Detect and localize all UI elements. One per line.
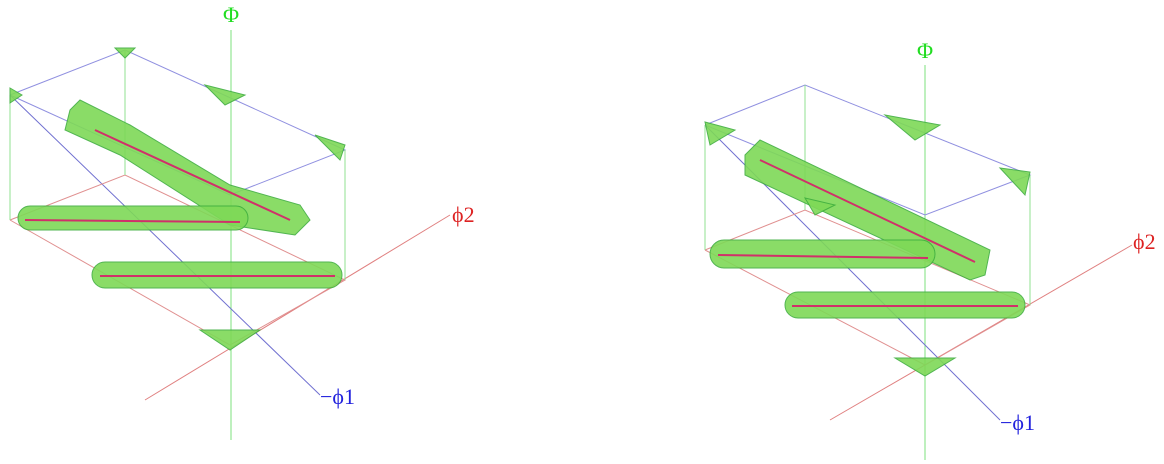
label-phi: Φ bbox=[917, 38, 933, 63]
label-phi1: −ϕ1 bbox=[320, 384, 355, 409]
label-phi2: ϕ2 bbox=[452, 202, 475, 227]
label-phi1: −ϕ1 bbox=[1000, 410, 1035, 435]
box bbox=[9, 49, 347, 346]
label-phi: Φ bbox=[223, 2, 239, 27]
tubes bbox=[9, 47, 346, 351]
label-phi2: ϕ2 bbox=[1133, 229, 1156, 254]
tubes bbox=[704, 114, 1031, 377]
panel-right: Φ ϕ2 −ϕ1 bbox=[704, 38, 1156, 460]
axis-phi2 bbox=[144, 214, 451, 401]
axis-phi1 bbox=[9, 94, 321, 396]
panel-left: Φ ϕ2 −ϕ1 bbox=[9, 2, 475, 440]
